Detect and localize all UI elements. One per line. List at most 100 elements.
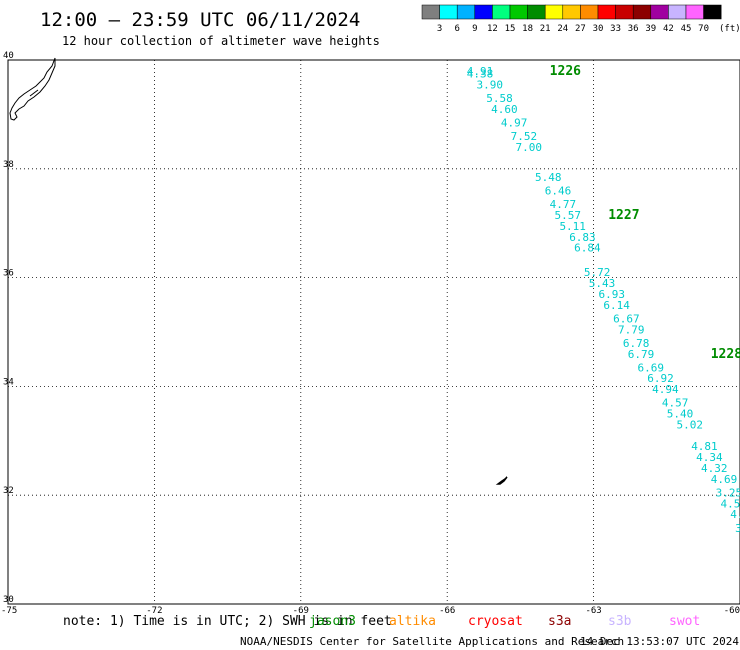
legend-label: 12 (487, 24, 498, 34)
swh-value: 7.79 (618, 323, 645, 336)
swh-value: 4.32 (701, 462, 728, 475)
satellite-name: altika (389, 614, 436, 629)
swh-value: 5.02 (677, 418, 704, 431)
satellite-name: cryosat (468, 614, 523, 629)
satellite-legend: jason3 altika cryosat s3a s3b swot (309, 614, 700, 629)
legend-label: 15 (505, 24, 516, 34)
legend-swatch (632, 4, 652, 20)
y-tick-label: 36 (3, 269, 14, 279)
pass-number: 1227 (608, 208, 639, 223)
swh-value: 6.83 (569, 231, 596, 244)
footer-credit: NOAA/NESDIS Center for Satellite Applica… (240, 635, 624, 648)
x-tick-label: -69 (293, 606, 309, 616)
satellite-name: swot (669, 614, 700, 629)
footer-note: note: 1) Time is in UTC; 2) SWH is in fe… (63, 614, 392, 629)
legend-swatch (668, 4, 687, 20)
legend-label: 70 (698, 24, 709, 34)
legend-swatch (544, 4, 564, 20)
legend-label: 6 (454, 24, 459, 34)
swh-value: 4.97 (501, 117, 528, 130)
swh-value: 6.46 (545, 185, 572, 198)
swh-value: 5.40 (667, 408, 694, 421)
legend-swatch (509, 4, 528, 20)
y-tick-label: 38 (3, 160, 14, 170)
satellite-name: jason3 (309, 614, 356, 629)
swh-value: 4.38 (467, 68, 494, 81)
legend-label: 42 (663, 24, 674, 34)
color-scale-legend: 3 6 9 12 15 18 21 24 27 30 33 36 39 42 45 70 (421, 4, 722, 34)
y-corner-label: 30 (3, 595, 14, 605)
legend-label: 36 (628, 24, 639, 34)
swh-value: 6.92 (647, 372, 674, 385)
swh-value: 4.46 (730, 508, 740, 521)
map-frame (7, 59, 740, 605)
grid-lines (8, 59, 740, 604)
swh-value: 6.14 (603, 299, 630, 312)
satellite-name: s3b (608, 614, 632, 629)
swh-value: 6.67 (613, 312, 640, 325)
swh-value: 5.11 (559, 220, 586, 233)
legend-swatch (474, 4, 493, 20)
legend-label: 3 (437, 24, 442, 34)
legend-swatch (527, 4, 546, 20)
legend-swatch (650, 4, 669, 20)
chart-subtitle: 12 hour collection of altimeter wave hei… (62, 34, 380, 48)
legend-swatch (597, 4, 616, 20)
y-tick-label: 34 (3, 377, 14, 387)
swh-value: 5.72 (584, 266, 611, 279)
bermuda-island (495, 476, 508, 485)
swh-value: 5.57 (555, 209, 582, 222)
swh-value: 3.25 (716, 486, 740, 499)
legend-swatch (615, 4, 634, 20)
legend-label: 21 (540, 24, 551, 34)
swh-value: 7.00 (516, 141, 543, 154)
legend-label: 9 (472, 24, 477, 34)
y-tick-label: 32 (3, 486, 14, 496)
legend-label: 18 (522, 24, 533, 34)
swh-value: 4.57 (662, 397, 689, 410)
legend-swatch (580, 4, 599, 20)
legend-swatch (421, 4, 440, 20)
swh-value: 6.79 (628, 348, 655, 361)
swh-value: 4.91 (467, 65, 494, 78)
y-tick-label: 40 (3, 51, 14, 61)
legend-label: 30 (593, 24, 604, 34)
pass-labels: 1226 1227 1228 (550, 64, 740, 362)
axis-ticks: -72 -69 -66 -63 -60 -75 32 34 36 38 40 30 (1, 51, 740, 616)
legend-label: 39 (645, 24, 656, 34)
swh-value: 3.26 (735, 522, 740, 535)
chart-title: 12:00 – 23:59 UTC 06/11/2024 (40, 9, 360, 31)
legend-swatch (492, 4, 511, 20)
swh-value: 4.69 (711, 473, 738, 486)
swh-value: 6.69 (638, 361, 665, 374)
coastline-outline (9, 57, 56, 121)
swh-value: 4.56 (720, 497, 740, 510)
swh-value: 4.34 (696, 451, 723, 464)
swh-value: 4.94 (652, 383, 679, 396)
legend-label: 33 (610, 24, 621, 34)
swh-points: 4.914.383.905.584.604.977.527.00 5.486.46… (467, 65, 740, 535)
x-tick-label: -60 (724, 606, 740, 616)
swh-value: 5.48 (535, 171, 562, 184)
swh-value: 4.77 (550, 198, 577, 211)
swh-value: 6.78 (623, 337, 650, 350)
x-tick-label: -72 (146, 606, 162, 616)
legend-swatch (456, 4, 476, 20)
x-tick-label: -63 (585, 606, 601, 616)
x-corner-label: -75 (1, 606, 17, 616)
swh-value: 6.93 (598, 288, 625, 301)
swh-value: 5.58 (486, 92, 513, 105)
swh-value: 6.84 (574, 242, 601, 255)
legend-swatch (562, 4, 581, 20)
legend-label: 45 (681, 24, 692, 34)
legend-swatch (439, 4, 458, 20)
legend-label: 24 (557, 24, 568, 34)
pass-number: 1226 (550, 64, 581, 79)
swh-value: 4.60 (491, 103, 518, 116)
legend-swatch (703, 4, 722, 20)
swh-value: 5.43 (589, 277, 616, 290)
legend-label: 27 (575, 24, 586, 34)
legend-unit: (ft) (719, 24, 740, 34)
swh-value: 7.52 (511, 130, 538, 143)
pass-number: 1228 (711, 347, 740, 362)
